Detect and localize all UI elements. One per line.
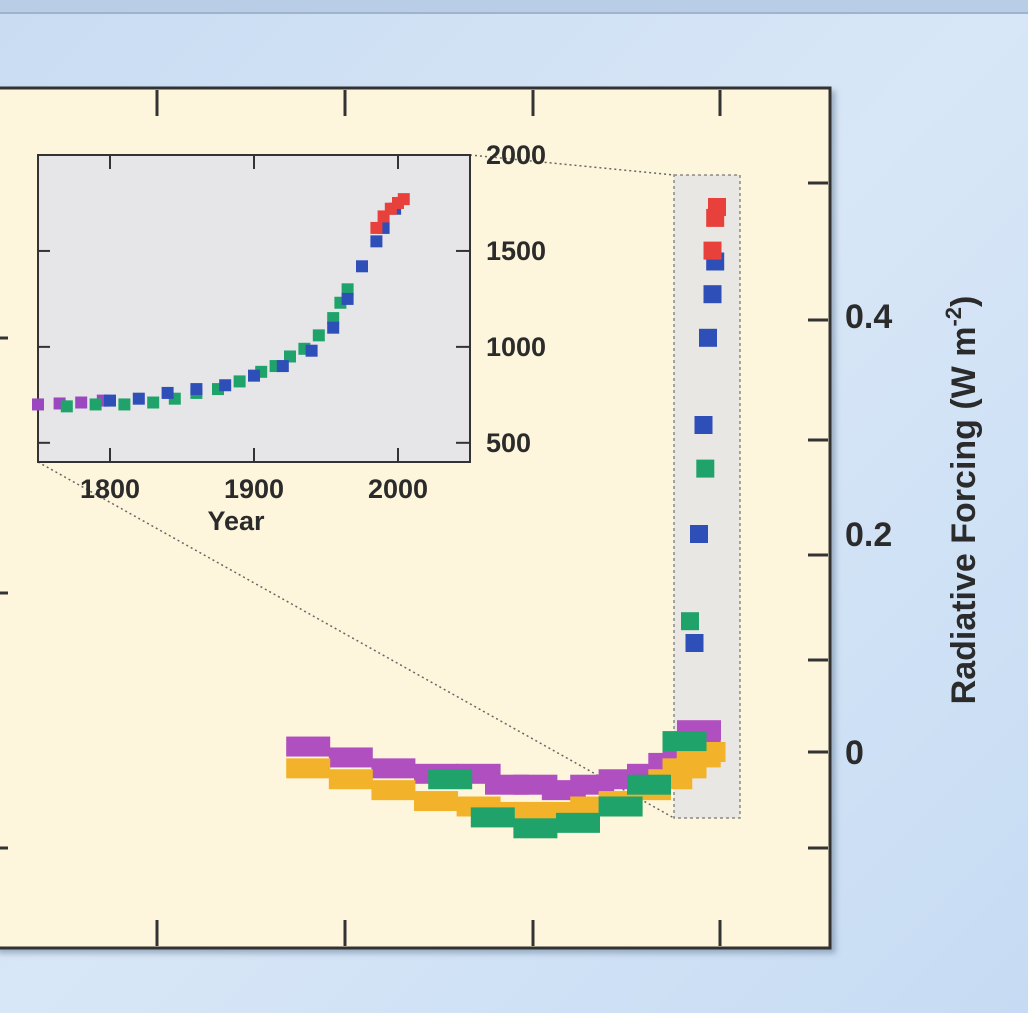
main-data-point [598, 796, 643, 817]
inset-y-tick-label: 1500 [486, 236, 546, 266]
inset-data-point [327, 321, 340, 334]
main-data-point [703, 241, 722, 260]
inset-x-tick-label: 2000 [368, 474, 428, 504]
main-data-point [662, 731, 707, 752]
inset-axis-ticks [38, 154, 470, 462]
inset-tick-labels: 1800 1900 2000 500 1000 1500 2000 [80, 140, 546, 504]
main-data-point [328, 769, 373, 790]
main-data-point [286, 736, 331, 757]
inset-x-tick-label: 1900 [224, 474, 284, 504]
main-data-point [690, 525, 708, 543]
inset-data-point [118, 398, 131, 411]
main-data-point [371, 758, 416, 779]
inset-data-point [312, 329, 325, 342]
inset-data-point [190, 383, 203, 396]
inset-data-point [32, 398, 44, 411]
inset-y-tick-label: 2000 [486, 140, 546, 170]
inset-data-point [276, 360, 289, 373]
main-axis-ticks [0, 90, 828, 946]
inset-data-point [104, 394, 116, 407]
main-data-point [371, 780, 416, 801]
inset-data-point [341, 292, 354, 305]
inset-data-point [248, 369, 260, 382]
right-axis-tick-labels: 0 0.2 0.4 [845, 298, 892, 772]
inset-data-point [305, 344, 318, 357]
inset-data-point [370, 221, 383, 234]
inset-data-point [75, 396, 88, 409]
inset-data-point [161, 386, 174, 399]
inset-data-point [397, 193, 410, 206]
main-data-point [286, 758, 331, 779]
inset-data-point [89, 398, 102, 411]
main-data-point [470, 807, 515, 828]
inset-data-point [132, 392, 145, 405]
ylabel-close-paren: ) [945, 296, 983, 307]
right-axis-tick-label: 0.4 [845, 298, 892, 336]
main-data-point [513, 818, 558, 839]
inset-data-point [356, 260, 368, 273]
inset-data-point [370, 235, 383, 248]
main-data-point [696, 459, 715, 478]
main-data-point [414, 791, 458, 812]
inset-y-tick-label: 1000 [486, 332, 546, 362]
main-data-point [556, 812, 600, 833]
zoom-region [673, 174, 741, 819]
right-axis-label: Radiative Forcing (W m-2) [941, 296, 983, 705]
inset-data-point [233, 375, 246, 388]
main-data-point [685, 634, 704, 652]
main-data-point [428, 769, 473, 790]
inset-data-point [284, 350, 296, 363]
inset-data-point [341, 283, 354, 296]
main-data-point [681, 612, 699, 631]
ylabel-superscript: -2 [941, 307, 966, 327]
right-axis-tick-label: 0.2 [845, 516, 892, 554]
inset-data-point [327, 312, 340, 325]
main-data-point [699, 328, 717, 347]
right-axis-tick-label: 0 [845, 734, 864, 772]
top-strip [0, 0, 1028, 14]
zoom-connector-top [469, 154, 675, 176]
inset-x-axis-label: Year [207, 506, 265, 536]
main-data-point [708, 198, 726, 216]
ylabel-main-text: Radiative Forcing (W m [945, 327, 983, 705]
main-data-point [328, 747, 373, 768]
inset-y-tick-label: 500 [486, 428, 531, 458]
main-data-point [627, 774, 671, 795]
main-data-point [703, 285, 722, 304]
inset-data-point [60, 400, 73, 413]
inset-data-point [219, 379, 232, 392]
main-data-point [694, 416, 713, 434]
main-data-marks [286, 198, 726, 839]
zoom-connector-bottom [37, 461, 675, 819]
svg-text:Radiative Forcing (W m-2): Radiative Forcing (W m-2) [941, 296, 983, 705]
inset-data-point [147, 396, 160, 409]
inset-data-marks [32, 193, 410, 413]
inset-x-tick-label: 1800 [80, 474, 140, 504]
